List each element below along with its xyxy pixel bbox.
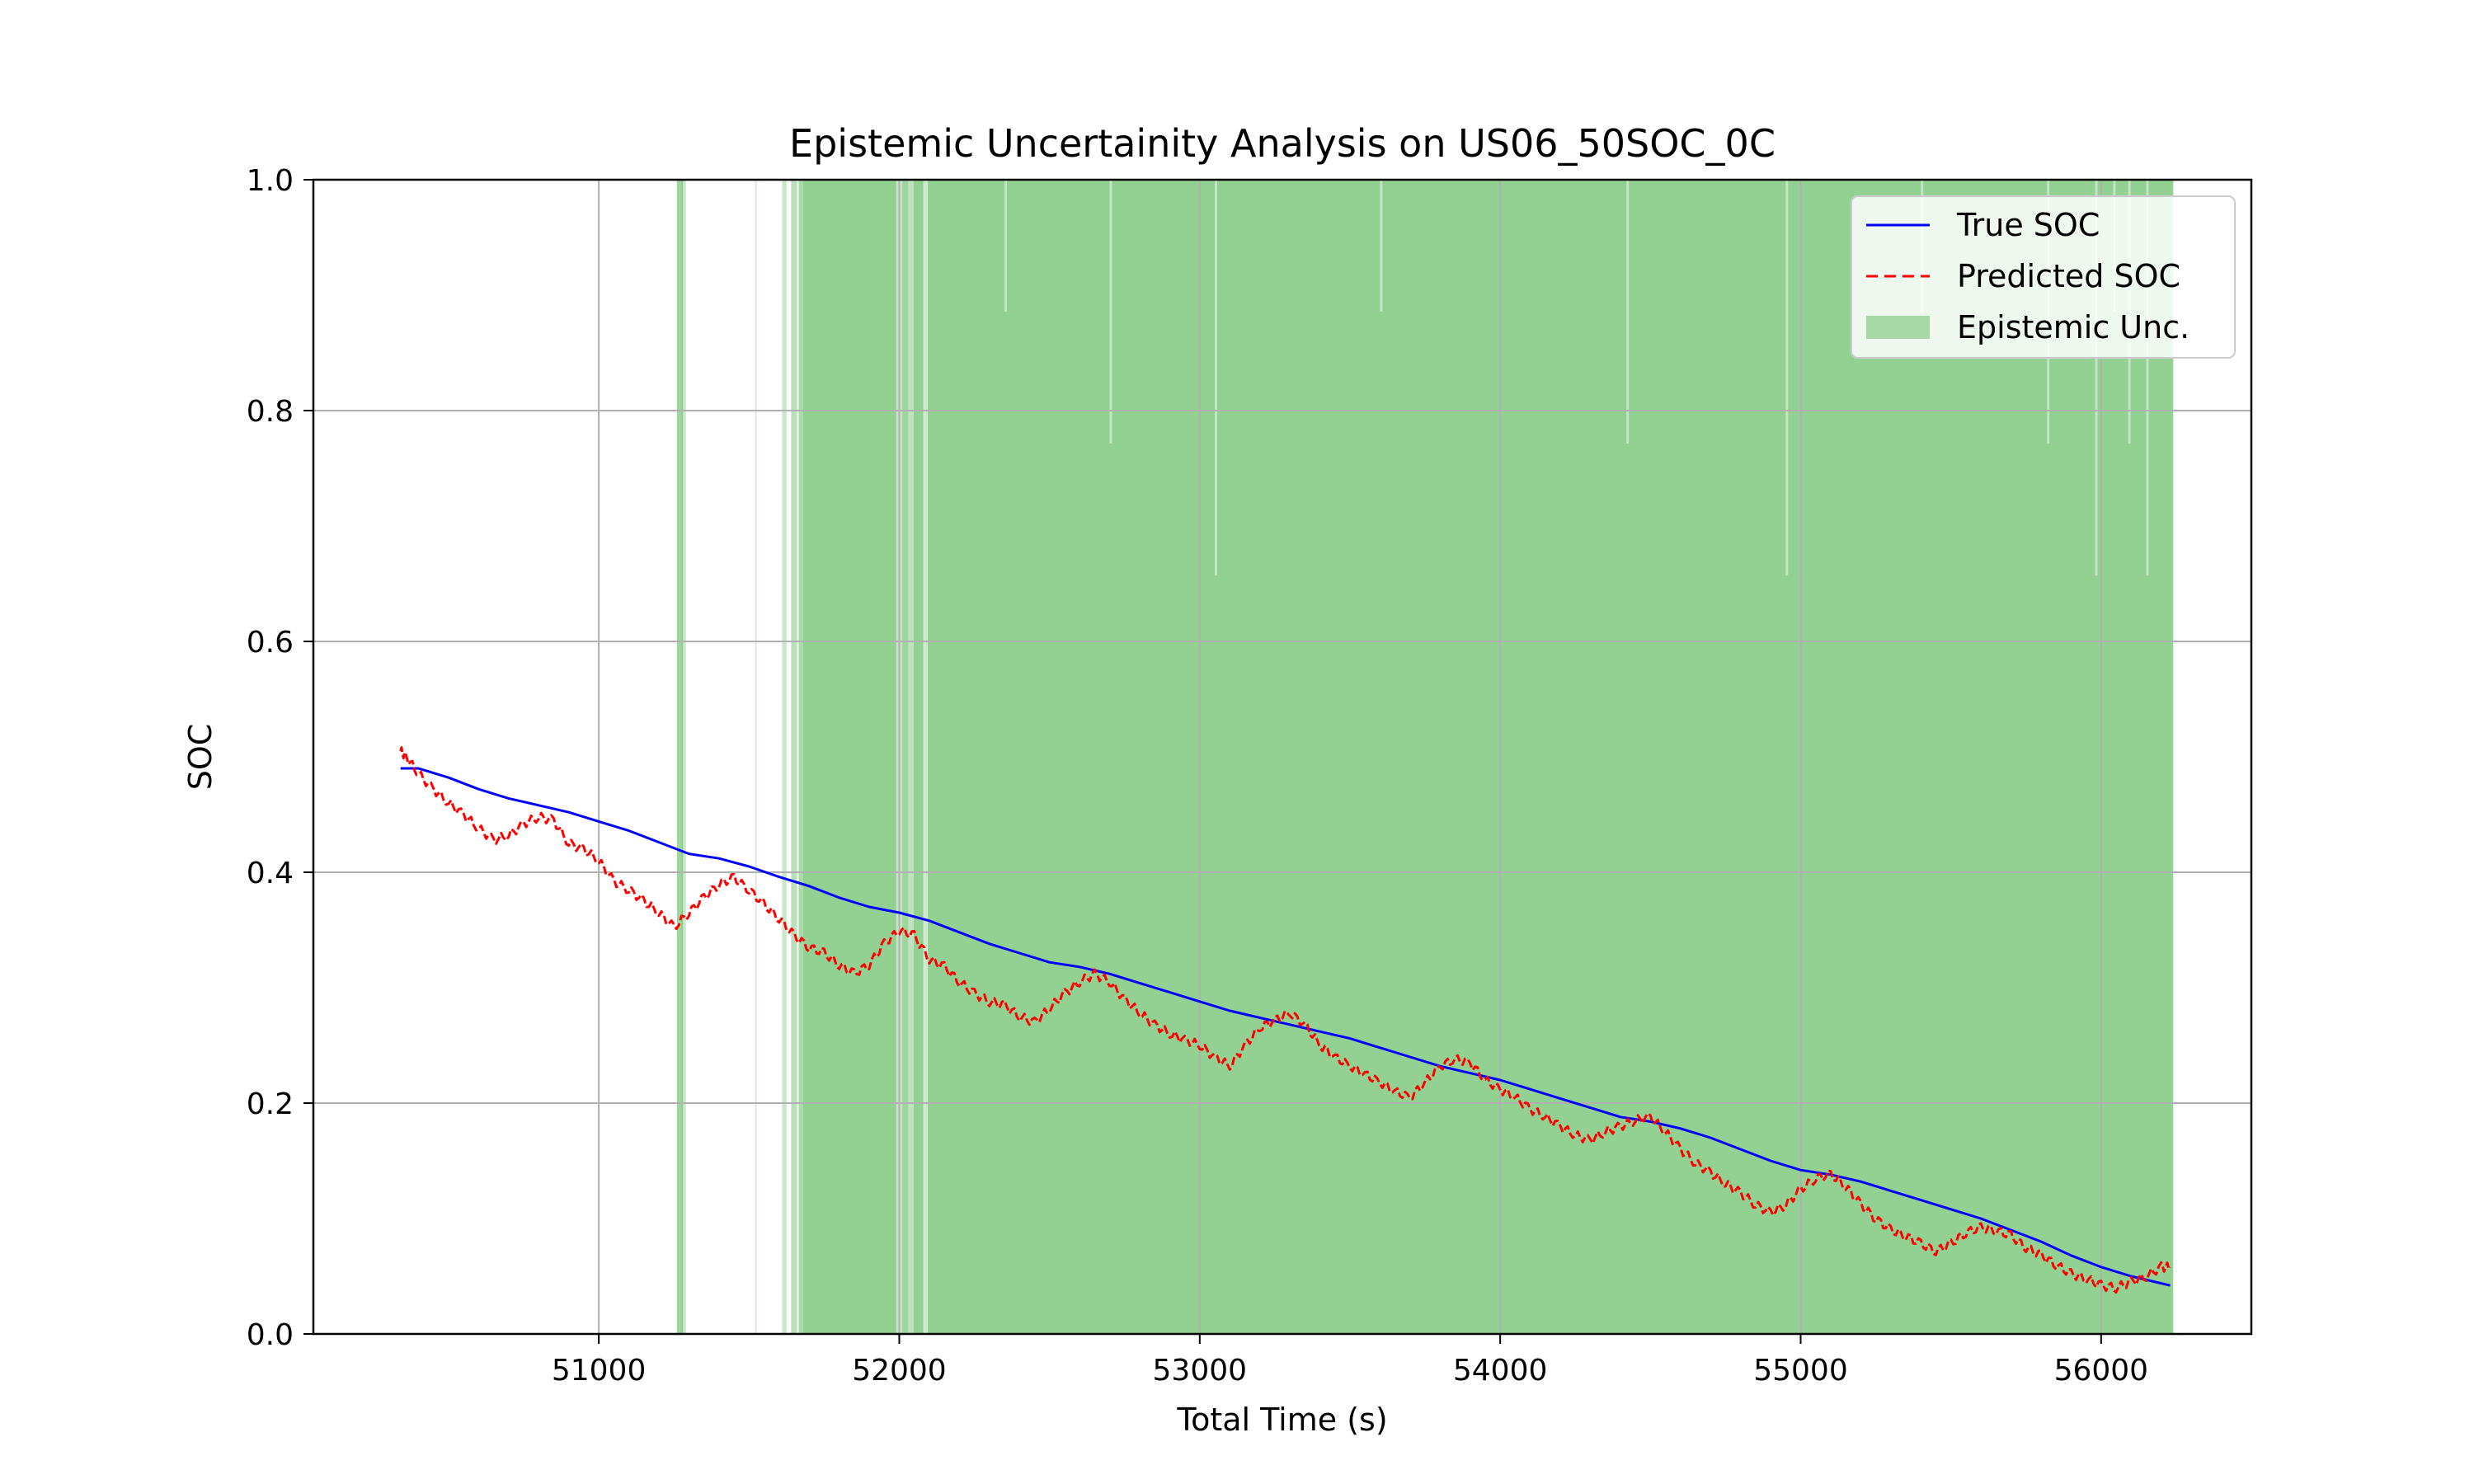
x-tick-label: 53000: [1153, 1354, 1248, 1388]
uncertainty-gap: [2095, 180, 2098, 575]
x-tick-label: 52000: [852, 1354, 947, 1388]
legend-label: Predicted SOC: [1957, 258, 2180, 294]
uncertainty-span: [908, 180, 914, 1334]
uncertainty-span: [928, 180, 2174, 1334]
legend-swatch: [1866, 316, 1930, 339]
plot-frame: [312, 178, 2253, 1336]
y-axis: 0.0 0.2 0.4 0.6 0.8 1.0: [247, 164, 313, 1352]
legend-box: [1851, 195, 2236, 359]
uncertainty-gap: [1004, 180, 1007, 312]
uncertainty-span: [798, 180, 803, 1334]
uncertainty-gap: [1380, 180, 1383, 312]
uncertainty-span: [802, 180, 896, 1334]
x-axis: 51000 52000 53000 54000 55000 56000: [552, 1334, 2148, 1388]
uncertainty-span: [923, 180, 929, 1334]
uncertainty-span: [676, 180, 684, 1334]
uncertainty-gap: [1626, 180, 1630, 444]
uncertainty-span: [913, 180, 924, 1334]
x-tick-label: 56000: [2054, 1354, 2149, 1388]
y-tick-label: 0.2: [247, 1087, 294, 1121]
uncertainty-band: [676, 180, 2174, 1334]
x-tick-label: 55000: [1753, 1354, 1848, 1388]
y-tick-label: 1.0: [247, 164, 294, 198]
predicted-soc-line: [399, 746, 2171, 1294]
x-tick-label: 54000: [1453, 1354, 1548, 1388]
legend-label: Epistemic Unc.: [1957, 309, 2189, 345]
y-tick-label: 0.4: [247, 857, 294, 890]
y-tick-label: 0.6: [247, 626, 294, 660]
uncertainty-span: [681, 180, 686, 1334]
uncertainty-gap: [2146, 180, 2149, 575]
uncertainty-span: [791, 180, 797, 1334]
y-axis-label: SOC: [182, 724, 219, 791]
uncertainty-span: [902, 180, 909, 1334]
true-soc-line: [400, 767, 2171, 1287]
uncertainty-gap: [1215, 180, 1218, 575]
x-tick-label: 51000: [552, 1354, 647, 1388]
uncertainty-span: [782, 180, 787, 1334]
y-tick-label: 0.0: [247, 1318, 294, 1352]
uncertainty-gap: [1109, 180, 1112, 444]
uncertainty-span: [755, 180, 757, 1334]
uncertainty-gap: [1785, 180, 1789, 575]
legend: True SOC Predicted SOC Epistemic Unc.: [1851, 195, 2236, 359]
chart-title: Epistemic Uncertainity Analysis on US06_…: [789, 121, 1776, 166]
y-tick-label: 0.8: [247, 395, 294, 429]
x-axis-label: Total Time (s): [1176, 1402, 1387, 1438]
legend-label: True SOC: [1956, 207, 2100, 243]
series-lines: [399, 746, 2171, 1294]
